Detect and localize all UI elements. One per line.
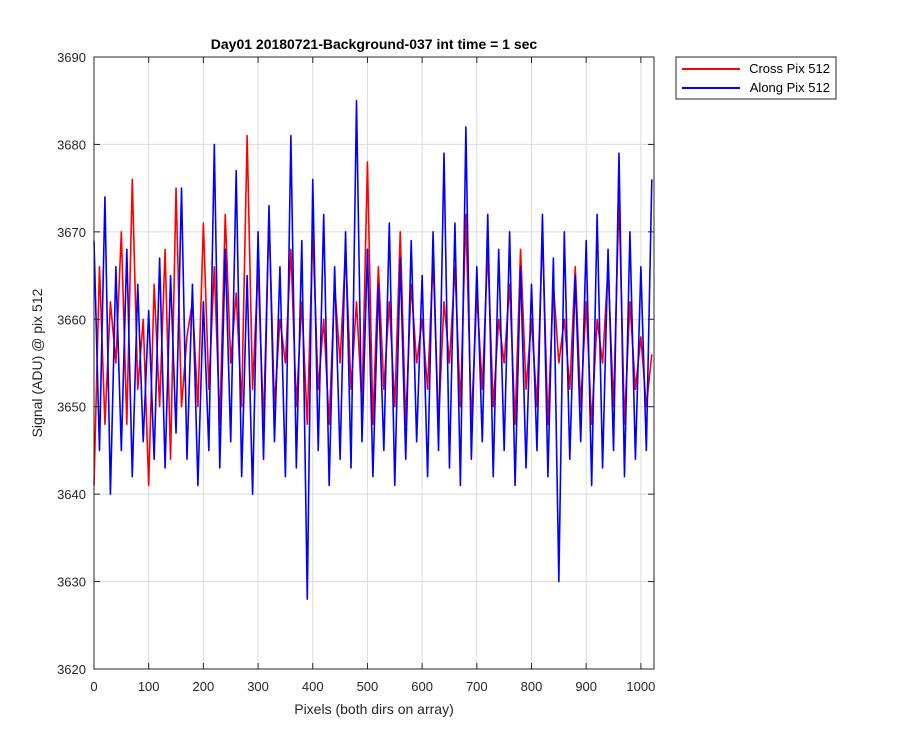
y-tick-label: 3680	[57, 137, 86, 152]
y-tick-label: 3660	[57, 312, 86, 327]
y-tick-label: 3650	[57, 400, 86, 415]
legend-label-along: Along Pix 512	[750, 80, 830, 95]
series-line-cross-pix	[93, 134, 653, 487]
x-tick-label: 100	[138, 679, 160, 694]
series-lines	[93, 99, 653, 600]
axes: 0 100 200 300 400 500 600 700 800 900 1000 3620 3630…	[57, 50, 655, 694]
plot-area	[94, 57, 654, 669]
y-tick-label: 3640	[57, 487, 86, 502]
chart-title: Day01 20180721-Background-037 int time =…	[211, 36, 538, 52]
y-tick-label: 3620	[57, 662, 86, 677]
y-tick-label: 3690	[57, 50, 86, 65]
legend: Cross Pix 512 Along Pix 512	[675, 56, 837, 100]
x-tick-label: 200	[193, 679, 215, 694]
y-tick-label: 3630	[57, 575, 86, 590]
grid-lines	[94, 57, 654, 669]
x-tick-label: 1000	[626, 679, 655, 694]
x-tick-label: 400	[302, 679, 324, 694]
x-tick-label: 700	[466, 679, 488, 694]
legend-label-cross: Cross Pix 512	[749, 61, 830, 76]
x-tick-label: 800	[521, 679, 543, 694]
x-tick-label: 600	[411, 679, 433, 694]
x-tick-label: 500	[357, 679, 379, 694]
x-axis-label: Pixels (both dirs on array)	[294, 701, 454, 717]
x-tick-label: 900	[575, 679, 597, 694]
x-tick-label: 0	[90, 679, 97, 694]
series-line-along-pix	[93, 99, 653, 600]
plot-frame	[93, 56, 655, 670]
y-tick-label: 3670	[57, 225, 86, 240]
y-axis-label: Signal (ADU) @ pix 512	[29, 288, 45, 437]
x-tick-label: 300	[247, 679, 269, 694]
legend-box	[675, 56, 837, 100]
